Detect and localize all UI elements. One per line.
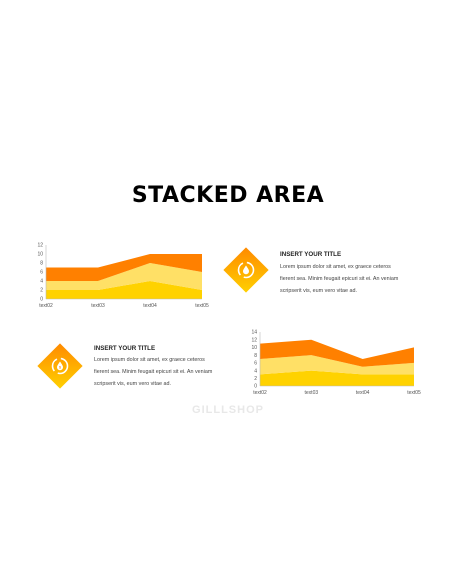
item-2-text-line: Lorem ipsum dolor sit amet, ex graece ce…: [94, 357, 205, 363]
y-tick-label: 12: [37, 243, 43, 249]
stacked-area-chart-1: 0 2 4 6 8 10 12 text02 text03 text04 text05: [34, 242, 209, 312]
x-tick-label: text05: [407, 390, 421, 396]
y-tick-label: 8: [254, 353, 257, 359]
item-1-text: Lorem ipsum dolor sit amet, ex graece ce…: [280, 261, 430, 297]
y-tick-label: 4: [254, 368, 257, 374]
svg-text:$: $: [59, 365, 62, 370]
y-tick-label: 8: [40, 261, 43, 267]
area-series-2: [260, 355, 414, 375]
y-tick-label: 10: [251, 345, 257, 351]
page-title: STACKED AREA: [131, 183, 325, 208]
area-series-1: [46, 281, 202, 299]
x-tick-label: text05: [195, 303, 209, 309]
y-tick-label: 0: [40, 297, 43, 303]
y-tick-label: 0: [254, 384, 257, 390]
x-tick-label: text02: [253, 390, 267, 396]
y-tick-label: 6: [254, 361, 257, 367]
x-tick-label: text04: [356, 390, 370, 396]
item-1-text-line: fierent sea. Minim feugait epicuri sit e…: [280, 276, 399, 282]
money-drop-cycle-icon: $: [37, 343, 83, 389]
area-series-3: [46, 254, 202, 281]
item-2-text: Lorem ipsum dolor sit amet, ex graece ce…: [94, 354, 244, 390]
item-2-badge: $: [34, 340, 86, 392]
item-1-text-line: scripserit vis, eum vero vitae ad.: [280, 288, 357, 294]
item-2-text-line: fierent sea. Minim feugait epicuri sit e…: [94, 369, 213, 375]
x-tick-label: text02: [39, 303, 53, 309]
item-2-text-line: scripserit vis, eum vero vitae ad.: [94, 381, 171, 387]
item-2-title: INSERT YOUR TITLE: [94, 345, 156, 352]
y-tick-label: 2: [254, 376, 257, 382]
stacked-area-chart-2: 0 2 4 6 8 10 12 14 text02 text03 text04 text05: [248, 328, 423, 398]
y-tick-label: 14: [251, 330, 257, 336]
item-1-title: INSERT YOUR TITLE: [280, 251, 342, 258]
y-tick-label: 6: [40, 270, 43, 276]
x-tick-label: text03: [305, 390, 319, 396]
y-tick-label: 12: [251, 337, 257, 343]
item-1-badge: [220, 244, 272, 296]
area-series-1: [260, 370, 414, 386]
x-tick-label: text04: [143, 303, 157, 309]
item-1-text-line: Lorem ipsum dolor sit amet, ex graece ce…: [280, 264, 391, 270]
y-tick-label: 4: [40, 279, 43, 285]
watermark: GILLLSHOP: [192, 404, 264, 416]
chart-1-svg: 0 2 4 6 8 10 12 text02 text03 text04 text05: [37, 243, 209, 309]
y-tick-label: 10: [37, 252, 43, 258]
area-series-2: [46, 263, 202, 290]
water-drop-cycle-icon: [223, 247, 269, 293]
y-tick-label: 2: [40, 288, 43, 294]
area-series-3: [260, 339, 414, 367]
x-tick-label: text03: [91, 303, 105, 309]
